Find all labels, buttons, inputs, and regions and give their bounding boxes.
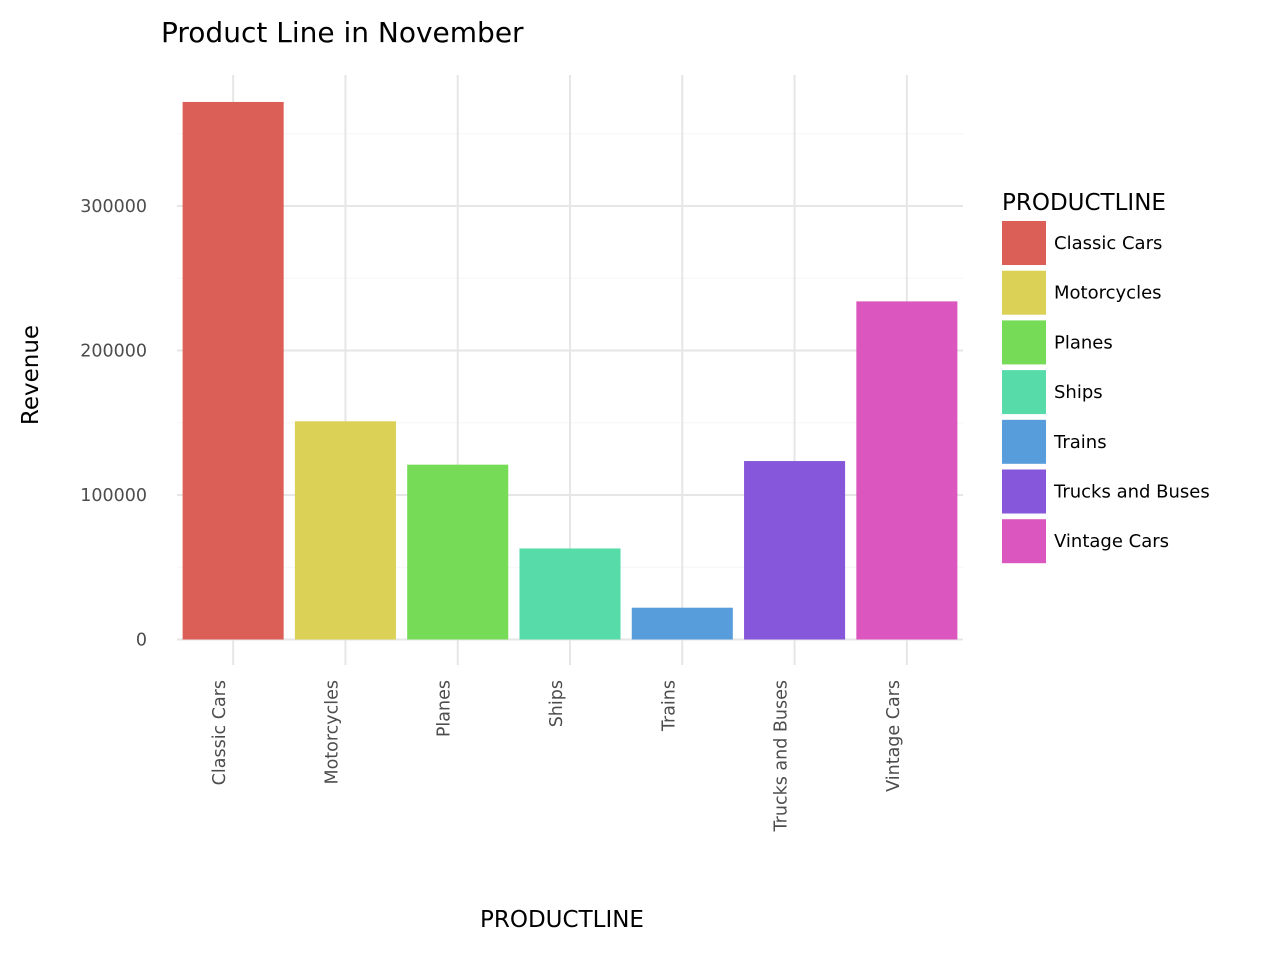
legend-swatch <box>1002 221 1046 265</box>
legend-swatch <box>1002 270 1046 315</box>
y-tick-label: 0 <box>136 631 147 651</box>
legend-swatch <box>1002 469 1046 514</box>
legend-swatch <box>1002 419 1046 464</box>
legend-swatch <box>1002 370 1046 415</box>
legend-label: Trucks and Buses <box>1053 482 1210 503</box>
x-axis-title: PRODUCTLINE <box>480 907 644 933</box>
legend-label: Ships <box>1054 382 1103 403</box>
chart-title: Product Line in November <box>161 16 524 49</box>
x-axis-ticks: Classic Cars Motorcycles Planes Ships Trains… <box>210 680 904 832</box>
bar-ships <box>519 548 621 640</box>
bar-classic-cars <box>182 101 284 640</box>
y-axis-ticks: 0 100000 200000 300000 <box>80 197 147 651</box>
legend-items: Classic Cars Motorcycles Planes Ships Trains… <box>1002 221 1210 564</box>
bars <box>182 101 958 640</box>
x-tick-label: Motorcycles <box>322 680 342 785</box>
legend-swatch <box>1002 519 1046 564</box>
y-tick-label: 100000 <box>80 486 147 506</box>
legend-label: Classic Cars <box>1054 233 1162 254</box>
legend-label: Planes <box>1054 332 1113 353</box>
y-tick-label: 200000 <box>80 342 147 362</box>
y-axis-title: Revenue <box>18 325 44 425</box>
bar-planes <box>407 464 509 640</box>
y-tick-label: 300000 <box>80 197 147 217</box>
legend: PRODUCTLINE Classic Cars Motorcycles Plane… <box>1002 190 1210 564</box>
x-tick-label: Classic Cars <box>210 680 230 785</box>
x-tick-label: Ships <box>547 680 567 727</box>
legend-title: PRODUCTLINE <box>1002 190 1166 216</box>
legend-swatch <box>1002 320 1046 365</box>
bar-motorcycles <box>294 421 396 640</box>
legend-label: Vintage Cars <box>1054 531 1169 552</box>
x-tick-label: Planes <box>435 680 455 737</box>
bar-vintage-cars <box>856 301 958 640</box>
bar-trains <box>631 607 733 640</box>
bar-trucks-and-buses <box>744 461 846 640</box>
x-tick-label: Trucks and Buses <box>772 680 792 832</box>
legend-label: Motorcycles <box>1054 283 1162 304</box>
legend-label: Trains <box>1053 432 1107 453</box>
x-tick-label: Vintage Cars <box>884 680 904 792</box>
x-tick-label: Trains <box>659 680 679 732</box>
